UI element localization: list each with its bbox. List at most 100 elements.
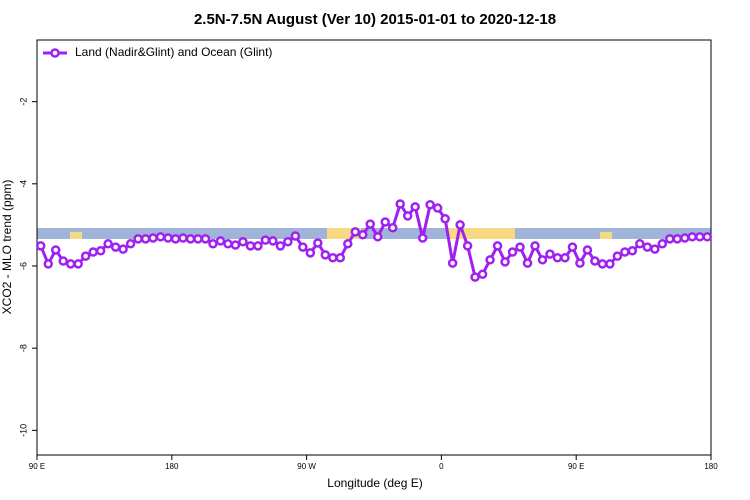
legend-label: Land (Nadir&Glint) and Ocean (Glint) xyxy=(75,45,272,59)
point xyxy=(560,253,570,263)
point xyxy=(88,247,98,257)
point xyxy=(425,200,435,210)
point xyxy=(380,217,390,227)
point xyxy=(590,256,600,266)
point xyxy=(537,255,548,265)
point xyxy=(125,239,136,249)
x-tick-label: 180 xyxy=(704,462,718,471)
point xyxy=(365,219,376,229)
chart-title: 2.5N-7.5N August (Ver 10) 2015-01-01 to … xyxy=(194,11,556,28)
point xyxy=(230,240,241,250)
point xyxy=(575,258,585,268)
point xyxy=(447,258,458,268)
point xyxy=(680,233,690,243)
point xyxy=(350,227,361,237)
point xyxy=(597,259,608,269)
point xyxy=(605,259,615,269)
point xyxy=(440,213,450,224)
y-tick-label: -6 xyxy=(18,262,28,270)
point xyxy=(343,239,353,249)
point xyxy=(530,241,540,251)
point xyxy=(298,242,308,252)
point xyxy=(485,255,495,265)
point xyxy=(515,242,525,252)
point xyxy=(200,234,211,244)
y-tick-label: -2 xyxy=(18,98,28,106)
point xyxy=(328,253,338,263)
point xyxy=(133,234,143,244)
point xyxy=(672,234,683,244)
point xyxy=(193,234,203,244)
point xyxy=(43,259,53,269)
point xyxy=(358,230,368,240)
point xyxy=(178,233,188,243)
x-axis-label: Longitude (deg E) xyxy=(327,476,422,490)
point xyxy=(432,203,443,213)
point xyxy=(695,232,705,242)
point xyxy=(283,236,293,247)
point xyxy=(665,234,675,244)
point xyxy=(470,272,480,282)
map-land xyxy=(70,232,82,239)
point xyxy=(50,245,61,255)
point xyxy=(245,241,256,251)
point xyxy=(275,241,286,251)
point xyxy=(95,246,106,256)
point xyxy=(223,239,233,249)
map-land xyxy=(447,228,515,239)
point xyxy=(650,244,660,254)
point xyxy=(395,199,405,209)
x-tick-label: 90 W xyxy=(297,462,316,471)
point xyxy=(110,242,121,252)
point xyxy=(552,253,563,263)
point xyxy=(507,247,518,257)
point xyxy=(410,202,420,212)
y-tick-label: -10 xyxy=(18,424,28,437)
y-axis-label: XCO2 - MLO trend (ppm) xyxy=(0,180,14,315)
point xyxy=(73,259,83,269)
point xyxy=(215,236,226,246)
y-tick-label: -8 xyxy=(18,344,28,352)
map-land xyxy=(600,232,612,239)
point xyxy=(500,257,510,267)
point xyxy=(702,232,713,242)
point xyxy=(305,248,316,258)
point xyxy=(58,256,68,266)
point xyxy=(620,247,630,257)
point xyxy=(657,239,668,249)
point xyxy=(170,234,181,244)
point xyxy=(313,238,323,248)
point xyxy=(642,242,653,252)
point xyxy=(140,234,151,244)
x-tick-label: 90 E xyxy=(29,462,45,471)
point xyxy=(627,246,638,256)
map-strip xyxy=(37,228,711,239)
point xyxy=(477,269,488,279)
point xyxy=(635,239,645,249)
point xyxy=(155,232,166,242)
legend-marker xyxy=(50,48,60,58)
point xyxy=(80,251,91,261)
point xyxy=(208,239,218,249)
point xyxy=(148,233,158,243)
point xyxy=(545,249,555,259)
point xyxy=(417,233,428,243)
y-tick-label: -4 xyxy=(18,180,28,188)
point xyxy=(260,235,271,245)
point xyxy=(163,233,173,243)
x-tick-label: 180 xyxy=(165,462,179,471)
point xyxy=(103,239,113,249)
point xyxy=(185,234,196,244)
point xyxy=(253,241,263,251)
point xyxy=(35,241,46,251)
point xyxy=(238,236,248,247)
point xyxy=(462,241,473,251)
point xyxy=(567,242,578,252)
map-land xyxy=(327,228,361,239)
point xyxy=(582,245,593,255)
point xyxy=(118,244,128,254)
point xyxy=(492,241,503,251)
point xyxy=(522,258,533,268)
point xyxy=(65,259,76,269)
